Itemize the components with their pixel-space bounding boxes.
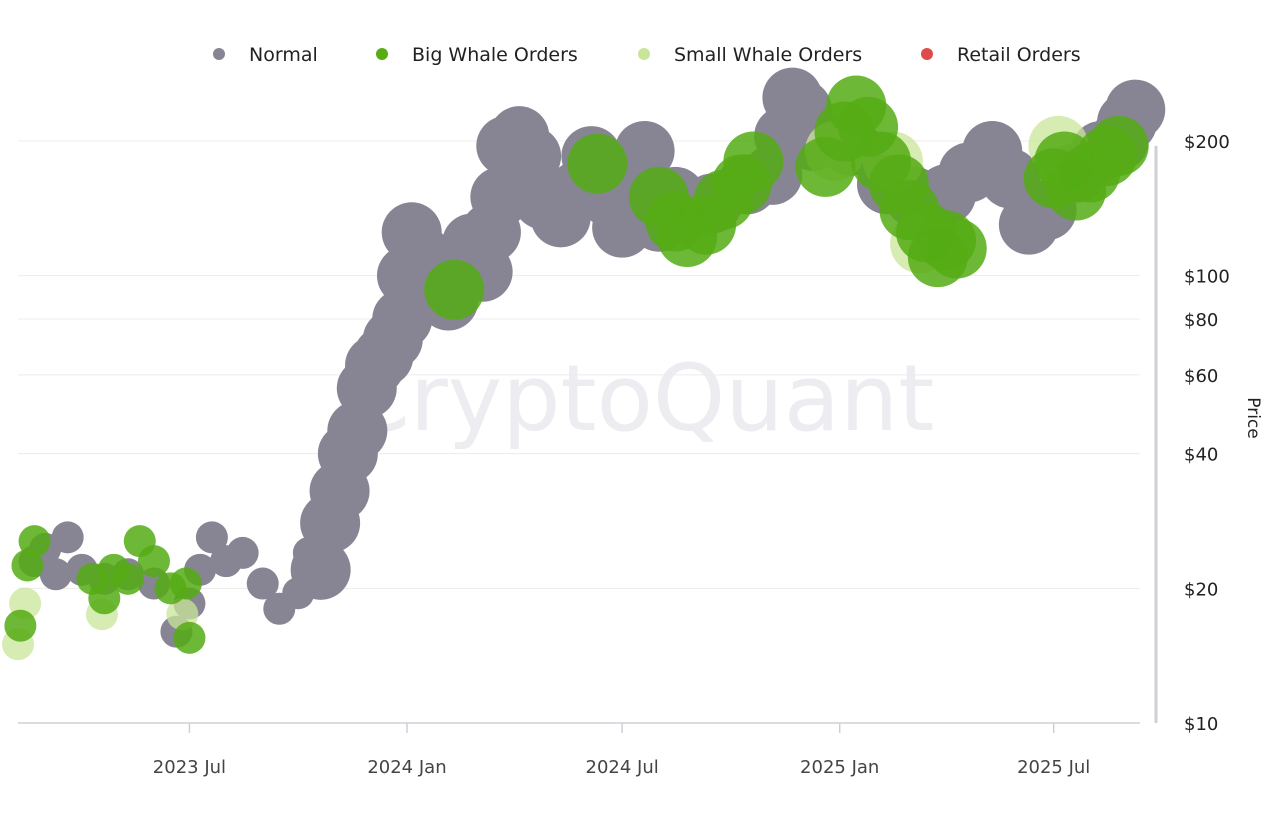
legend-label: Normal [249,44,318,66]
legend-item[interactable]: Retail Orders [921,44,1081,66]
data-point [226,536,259,569]
legend-marker [213,48,225,60]
y-tick-label: $200 [1184,132,1230,153]
y-tick-label: $40 [1184,445,1218,466]
y-axis-label: Price [1243,397,1263,438]
y-tick-label: $60 [1184,366,1218,387]
data-point [246,567,279,600]
x-axis-ticks: 2023 Jul 2024 Jan 2024 Jul 2025 Jan 2025 Jul [153,723,1090,778]
legend-item[interactable]: Normal [213,44,318,66]
gridlines [18,140,1140,589]
watermark: CryptoQuant [346,345,935,452]
data-point [137,545,170,578]
x-tick-label: 2024 Jul [586,757,659,778]
data-point [39,558,72,591]
legend-marker [376,48,388,60]
data-point [723,131,784,192]
legend-marker [638,48,650,60]
x-tick-label: 2023 Jul [153,757,226,778]
x-tick-label: 2024 Jan [367,757,446,778]
legend-label: Small Whale Orders [674,44,862,66]
legend-label: Big Whale Orders [412,44,578,66]
y-axis-ticks: $200 $100 $80 $60 $40 $20 $10 [1184,132,1230,735]
data-point [111,562,144,595]
data-point [470,166,531,227]
y-tick-label: $20 [1184,579,1218,600]
data-point [11,549,44,582]
big-whale-series [4,75,1149,654]
data-point [4,609,37,642]
legend-item[interactable]: Small Whale Orders [638,44,862,66]
legend-label: Retail Orders [957,44,1081,66]
data-point [195,521,228,554]
x-tick-label: 2025 Jan [800,757,879,778]
data-point [926,218,987,279]
data-point [424,259,485,320]
data-point [173,621,206,654]
data-point [88,582,121,615]
data-point [1088,115,1149,176]
data-point [290,539,351,600]
data-point [169,567,202,600]
x-tick-label: 2025 Jul [1017,757,1090,778]
y-tick-label: $10 [1184,714,1218,735]
data-point [18,525,51,558]
legend[interactable]: Normal Big Whale Orders Small Whale Orders… [213,44,1081,66]
legend-item[interactable]: Big Whale Orders [376,44,578,66]
y-tick-label: $80 [1184,310,1218,331]
legend-marker [921,48,933,60]
data-point [51,521,84,554]
data-point [614,120,675,181]
y-tick-label: $100 [1184,267,1230,288]
data-point [567,133,628,194]
